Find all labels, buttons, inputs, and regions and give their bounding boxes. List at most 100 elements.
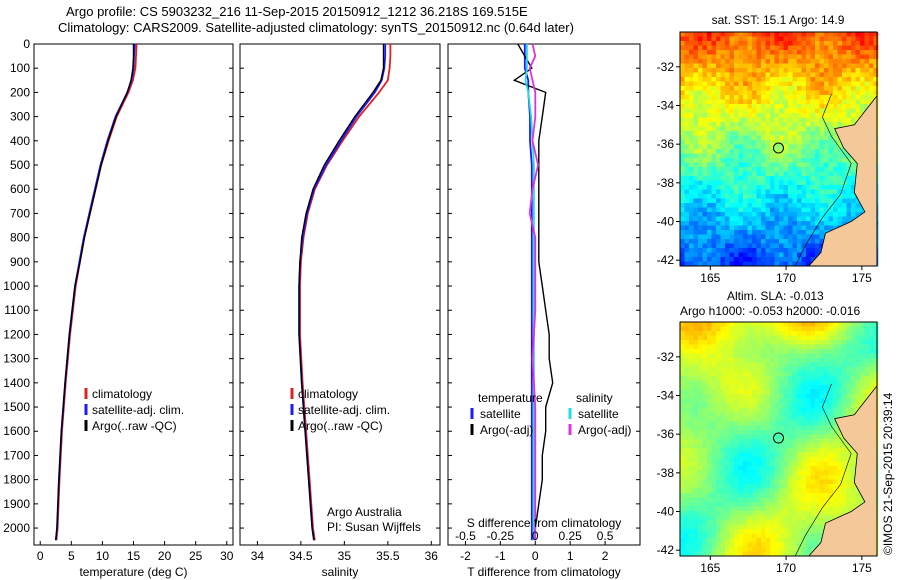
map-cell <box>734 520 739 525</box>
map-cell <box>810 335 816 341</box>
map-cell <box>801 493 807 498</box>
map-cell <box>792 511 798 516</box>
map-cell <box>711 551 717 557</box>
map-cell <box>819 135 825 141</box>
map-cell <box>689 234 694 240</box>
map-cell <box>770 198 775 204</box>
map-cell <box>680 86 685 91</box>
map-cell <box>842 506 847 512</box>
map-cell <box>873 77 879 82</box>
map-cell <box>765 335 771 341</box>
map-cell <box>743 63 748 69</box>
map-cell <box>693 221 699 226</box>
map-cell <box>828 475 834 480</box>
map-cell <box>729 99 735 105</box>
map-cell <box>689 362 694 368</box>
map-cell <box>815 542 820 548</box>
map-cell <box>801 144 807 150</box>
map-cell <box>711 506 717 512</box>
map-cell <box>797 221 802 226</box>
map-cell <box>680 41 685 46</box>
map-cell <box>765 367 771 372</box>
map-cell <box>738 362 744 368</box>
map-cell <box>752 371 757 377</box>
map-cell <box>806 547 811 552</box>
map-cell <box>725 122 730 127</box>
map-cell <box>743 243 748 249</box>
map-cell <box>761 198 766 204</box>
map-cell <box>819 466 825 471</box>
map-cell <box>738 497 744 503</box>
map-cell <box>783 322 789 327</box>
map-cell <box>819 108 825 114</box>
map-cell <box>788 167 793 172</box>
map-cell <box>806 59 811 64</box>
map-cell <box>716 326 721 332</box>
legend-label: Argo(..raw -QC) <box>92 419 177 433</box>
map-cell <box>702 126 708 132</box>
map-cell <box>801 547 807 552</box>
map-cell <box>797 50 802 55</box>
map-cell <box>720 520 726 525</box>
map-cell <box>788 261 793 267</box>
map-cell <box>756 452 762 458</box>
map-cell <box>702 135 708 141</box>
map-cell <box>707 376 712 381</box>
map-cell <box>774 230 780 235</box>
map-cell <box>734 322 739 327</box>
map-cell <box>689 95 694 100</box>
map-cell <box>824 466 829 471</box>
map-cell <box>783 230 789 235</box>
map-cell <box>815 457 820 462</box>
map-cell <box>752 344 757 350</box>
map-cell <box>720 335 726 341</box>
map-cell <box>851 203 856 208</box>
map-cell <box>819 511 825 516</box>
map-cell <box>716 547 721 552</box>
map-cell <box>729 194 735 199</box>
map-cell <box>855 36 861 42</box>
map-cell <box>788 376 793 381</box>
map-cell <box>842 407 847 413</box>
map-cell <box>752 538 757 543</box>
map-cell <box>792 439 798 444</box>
map-cell <box>743 353 748 359</box>
map-cell <box>837 149 843 154</box>
map-cell <box>765 542 771 548</box>
map-cell <box>743 385 748 390</box>
map-cell <box>743 122 748 127</box>
map-cell <box>684 443 690 449</box>
map-y-tick-label: -38 <box>657 466 675 480</box>
map-cell <box>765 443 771 449</box>
map-cell <box>693 461 699 467</box>
map-cell <box>788 144 793 150</box>
map-cell <box>693 68 699 73</box>
map-x-tick-label: 170 <box>776 561 796 575</box>
map-cell <box>747 234 753 240</box>
map-cell <box>720 45 726 51</box>
map-cell <box>680 257 685 262</box>
map-cell <box>698 180 703 186</box>
map-cell <box>747 230 753 235</box>
map-cell <box>860 32 865 37</box>
map-cell <box>702 68 708 73</box>
map-cell <box>815 349 820 354</box>
map-cell <box>716 221 721 226</box>
map-cell <box>792 41 798 46</box>
map-cell <box>752 322 757 327</box>
map-cell <box>792 99 798 105</box>
map-cell <box>860 95 865 100</box>
map-cell <box>770 257 775 262</box>
map-cell <box>837 497 843 503</box>
map-x-tick-label: 165 <box>700 271 720 285</box>
map-cell <box>734 153 739 159</box>
map-cell <box>693 171 699 177</box>
map-cell <box>680 493 685 498</box>
map-cell <box>869 353 874 359</box>
map-cell <box>761 407 766 413</box>
map-cell <box>765 452 771 458</box>
map-cell <box>833 189 838 195</box>
map-cell <box>684 466 690 471</box>
map-cell <box>707 529 712 534</box>
map-cell <box>756 407 762 413</box>
